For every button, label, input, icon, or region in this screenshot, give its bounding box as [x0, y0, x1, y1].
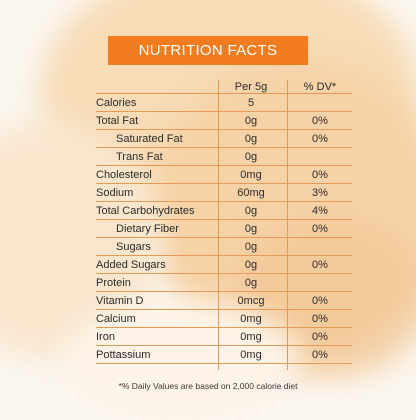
row-divider	[96, 183, 352, 184]
nutrient-name: Cholesterol	[96, 169, 152, 181]
nutrient-daily-value: 0%	[312, 313, 328, 325]
nutrition-facts-title: NUTRITION FACTS	[108, 36, 308, 65]
nutrient-amount: 0mcg	[237, 295, 265, 307]
nutrient-name: Calcium	[96, 313, 136, 325]
row-divider	[96, 111, 352, 112]
nutrient-name: Dietary Fiber	[116, 223, 179, 235]
column-divider-left	[218, 80, 219, 370]
nutrient-amount: 5	[247, 97, 255, 109]
nutrient-amount: 0mg	[240, 313, 262, 325]
nutrient-amount: 0mg	[240, 349, 262, 361]
nutrient-amount: 0g	[244, 115, 258, 127]
row-divider	[96, 147, 352, 148]
nutrient-name: Sodium	[96, 187, 134, 199]
nutrient-daily-value: 4%	[312, 205, 328, 217]
nutrient-daily-value: 0%	[312, 295, 328, 307]
nutrient-name: Calories	[96, 97, 137, 109]
nutrient-name: Protein	[96, 277, 131, 289]
nutrient-name: Added Sugars	[96, 259, 166, 271]
nutrient-name: Saturated Fat	[116, 133, 183, 145]
row-divider	[96, 327, 352, 328]
row-divider	[96, 309, 352, 310]
row-divider	[96, 291, 352, 292]
nutrient-amount: 0g	[244, 277, 258, 289]
nutrient-amount: 0mg	[240, 331, 262, 343]
nutrient-name: Sugars	[116, 241, 151, 253]
nutrient-amount: 0g	[244, 133, 258, 145]
row-divider	[96, 363, 352, 364]
row-divider	[96, 219, 352, 220]
footnote: *% Daily Values are based on 2,000 calor…	[118, 381, 298, 391]
row-divider	[96, 129, 352, 130]
row-divider	[96, 165, 352, 166]
nutrient-name: Iron	[96, 331, 115, 343]
nutrient-amount: 0g	[244, 223, 258, 235]
nutrient-amount: 0g	[244, 259, 258, 271]
column-header-per: Per 5g	[234, 81, 268, 93]
nutrient-daily-value: 0%	[312, 349, 328, 361]
nutrient-daily-value: 0%	[312, 259, 328, 271]
row-divider	[96, 201, 352, 202]
nutrient-name: Vitamin D	[96, 295, 144, 307]
nutrient-amount: 0g	[244, 151, 258, 163]
nutrient-daily-value: 0%	[312, 223, 328, 235]
nutrient-daily-value: 0%	[312, 169, 328, 181]
nutrient-amount: 0mg	[240, 169, 262, 181]
row-divider	[96, 273, 352, 274]
row-divider	[96, 345, 352, 346]
header-divider	[96, 93, 352, 94]
nutrient-name: Total Carbohydrates	[96, 205, 195, 217]
nutrient-daily-value: 0%	[312, 115, 328, 127]
nutrient-name: Pottassium	[96, 349, 151, 361]
nutrient-daily-value: 3%	[312, 187, 328, 199]
nutrient-amount: 0g	[244, 241, 258, 253]
column-header-dv: % DV*	[303, 81, 337, 93]
nutrient-amount: 60mg	[237, 187, 265, 199]
nutrient-daily-value: 0%	[312, 133, 328, 145]
row-divider	[96, 255, 352, 256]
row-divider	[96, 237, 352, 238]
column-divider-right	[287, 80, 288, 370]
nutrient-amount: 0g	[244, 205, 258, 217]
nutrient-name: Total Fat	[96, 115, 139, 127]
nutrient-name: Trans Fat	[116, 151, 163, 163]
nutrient-daily-value: 0%	[312, 331, 328, 343]
